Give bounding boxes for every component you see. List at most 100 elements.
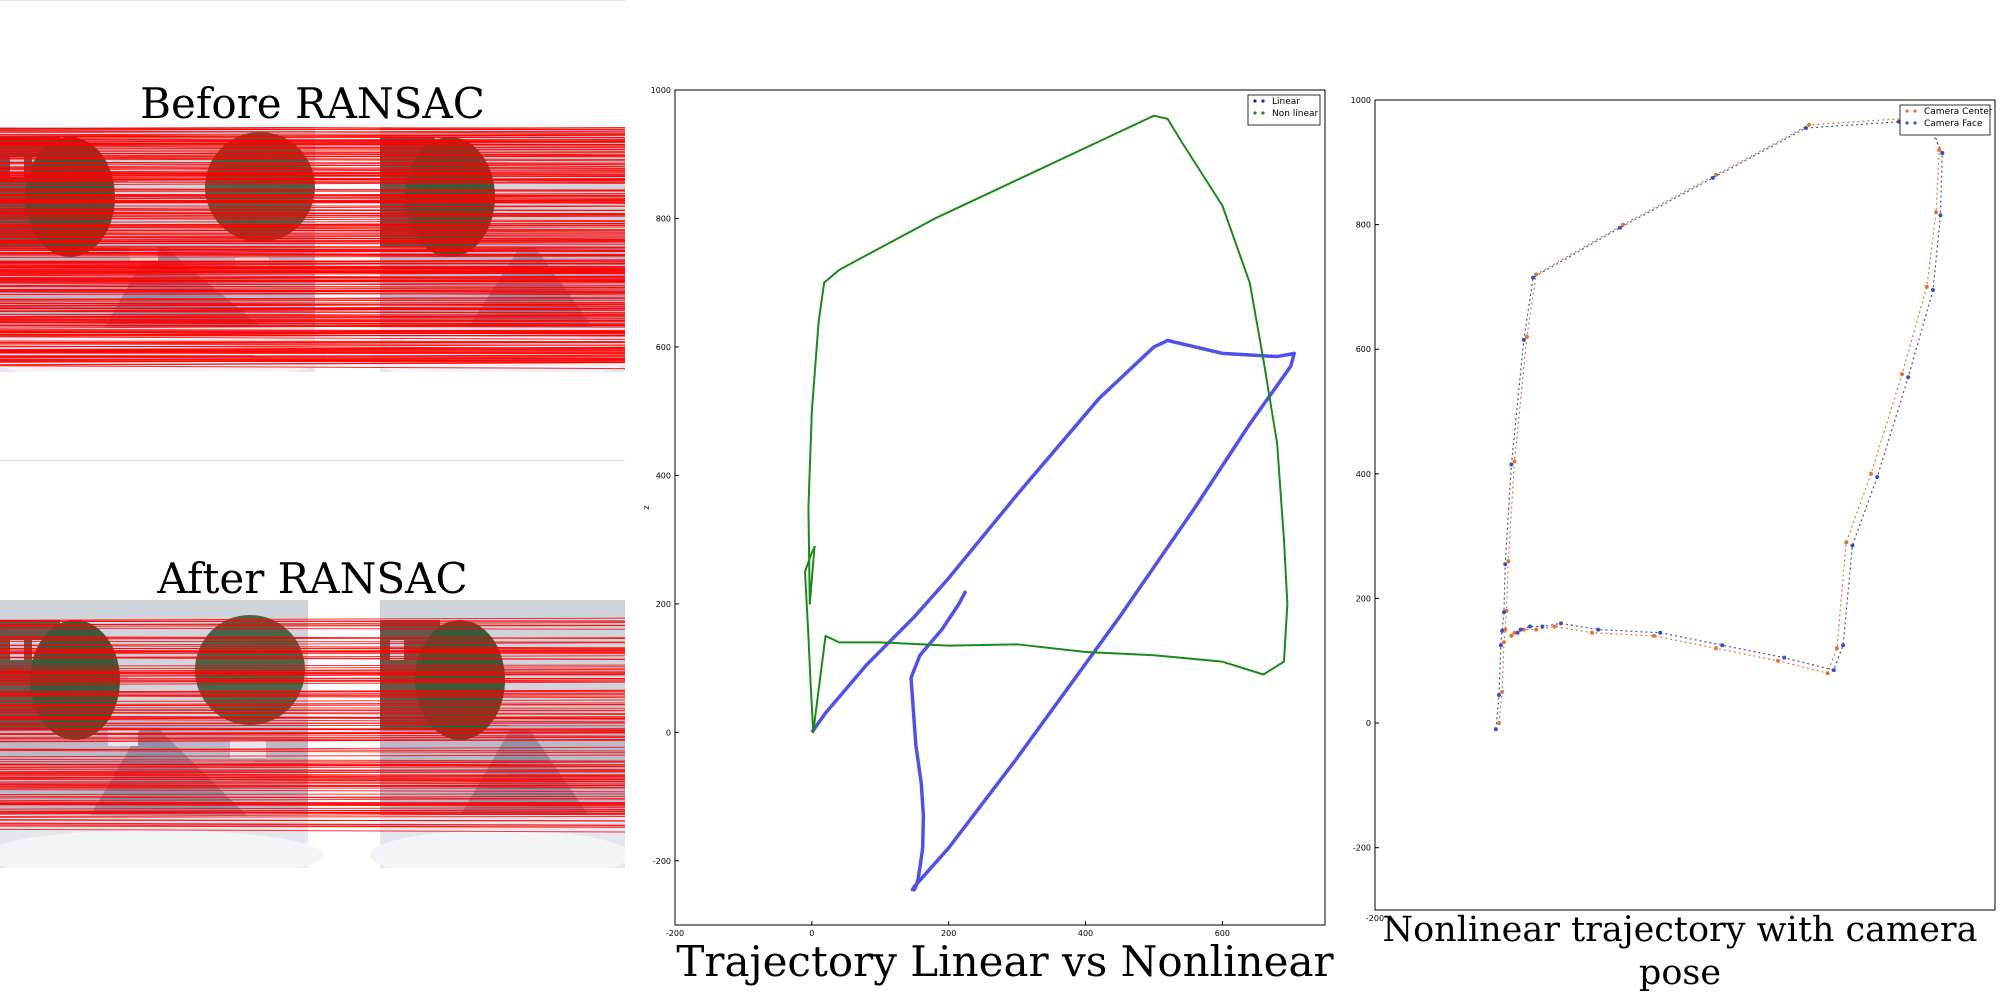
match-line bbox=[0, 671, 625, 673]
x-tick-label: -200 bbox=[666, 929, 684, 938]
match-line bbox=[0, 178, 625, 182]
match-line bbox=[0, 336, 625, 340]
match-line bbox=[0, 365, 625, 370]
match-line bbox=[0, 240, 625, 243]
match-line bbox=[0, 234, 625, 237]
match-line bbox=[0, 355, 625, 358]
trajectory-linear-vs-nonlinear-chart: -200 0 200 400 600 -200 0 200 400 600 800 1000 z Line… bbox=[640, 80, 1330, 940]
series-point bbox=[1652, 633, 1656, 638]
match-line bbox=[0, 314, 625, 319]
legend-marker bbox=[1253, 99, 1257, 103]
y-tick-label: 200 bbox=[656, 600, 671, 609]
match-line bbox=[0, 715, 625, 719]
after-ransac-svg bbox=[0, 600, 625, 868]
match-line bbox=[0, 664, 625, 667]
legend-marker bbox=[1905, 121, 1909, 125]
legend-marker bbox=[1913, 109, 1917, 113]
match-line bbox=[0, 361, 625, 366]
match-line bbox=[0, 138, 625, 143]
match-line bbox=[0, 313, 625, 317]
middle-divider bbox=[0, 460, 625, 461]
match-line bbox=[0, 354, 625, 358]
match-line bbox=[0, 325, 625, 328]
series-point bbox=[1720, 643, 1725, 648]
match-line bbox=[0, 778, 625, 783]
match-line bbox=[0, 668, 625, 673]
series-point bbox=[1501, 610, 1506, 615]
match-line bbox=[0, 681, 625, 686]
match-line bbox=[0, 332, 625, 336]
series-point bbox=[1518, 627, 1523, 632]
match-line bbox=[0, 163, 625, 168]
match-line bbox=[0, 784, 625, 787]
match-line bbox=[0, 171, 625, 176]
series-point bbox=[1875, 474, 1880, 479]
match-line bbox=[0, 155, 625, 159]
match-line bbox=[0, 789, 625, 793]
match-line bbox=[0, 754, 625, 758]
y-tick-label: 0 bbox=[666, 728, 671, 737]
match-line bbox=[0, 239, 625, 242]
legend-label: Camera Center bbox=[1924, 107, 1993, 117]
chart1-svg: -200 0 200 400 600 -200 0 200 400 600 800 1000 z Line… bbox=[642, 86, 1326, 938]
match-line bbox=[0, 151, 625, 153]
match-line bbox=[0, 625, 625, 627]
match-line bbox=[0, 262, 625, 265]
series-point bbox=[1540, 624, 1545, 629]
y-tick-label: 800 bbox=[656, 214, 671, 223]
y-tick-label: 0 bbox=[1366, 719, 1371, 728]
match-line bbox=[0, 265, 625, 269]
match-line bbox=[0, 709, 625, 711]
y-tick-label: 800 bbox=[1356, 221, 1371, 230]
match-line bbox=[0, 146, 625, 150]
match-line bbox=[0, 707, 625, 709]
series-point bbox=[1931, 288, 1935, 293]
legend-label: Non linear bbox=[1272, 109, 1319, 119]
match-line bbox=[0, 272, 625, 276]
before-ransac-image bbox=[0, 127, 625, 372]
match-line bbox=[0, 136, 625, 139]
match-line bbox=[0, 254, 625, 257]
before-match-lines bbox=[0, 127, 625, 370]
match-line bbox=[0, 649, 625, 654]
match-line bbox=[0, 768, 625, 773]
match-line bbox=[0, 793, 625, 795]
match-line bbox=[0, 672, 625, 676]
match-line bbox=[0, 693, 625, 697]
match-line bbox=[0, 809, 625, 813]
match-line bbox=[0, 158, 625, 162]
before-ransac-caption: Before RANSAC bbox=[140, 79, 485, 128]
match-line bbox=[0, 340, 625, 343]
match-line bbox=[0, 330, 625, 335]
match-line bbox=[0, 782, 625, 785]
series-point bbox=[1844, 540, 1849, 545]
match-line bbox=[0, 297, 625, 301]
series-point bbox=[1807, 122, 1811, 127]
match-line bbox=[0, 823, 625, 826]
y-tick-label: 400 bbox=[1356, 470, 1371, 479]
match-line bbox=[0, 130, 625, 134]
x-tick-label: 0 bbox=[809, 929, 814, 938]
match-line bbox=[0, 270, 625, 274]
match-line bbox=[0, 779, 625, 783]
after-ransac-caption: After RANSAC bbox=[157, 554, 468, 603]
series-point bbox=[1500, 689, 1505, 694]
series-point bbox=[1869, 471, 1873, 476]
plot-area bbox=[674, 89, 1326, 926]
match-line bbox=[0, 718, 625, 723]
match-line bbox=[0, 277, 625, 280]
match-line bbox=[0, 324, 625, 327]
series-point bbox=[1500, 628, 1505, 633]
match-line bbox=[0, 690, 625, 694]
match-line bbox=[0, 299, 625, 302]
match-line bbox=[0, 716, 625, 720]
match-line bbox=[0, 347, 625, 350]
series-point bbox=[1776, 658, 1780, 663]
match-line bbox=[0, 704, 625, 706]
series-point bbox=[1906, 375, 1911, 380]
series-point bbox=[1497, 693, 1501, 698]
match-line bbox=[0, 145, 625, 149]
series-point bbox=[1714, 172, 1718, 177]
match-line bbox=[0, 679, 625, 684]
series-line-linear bbox=[810, 338, 1296, 892]
